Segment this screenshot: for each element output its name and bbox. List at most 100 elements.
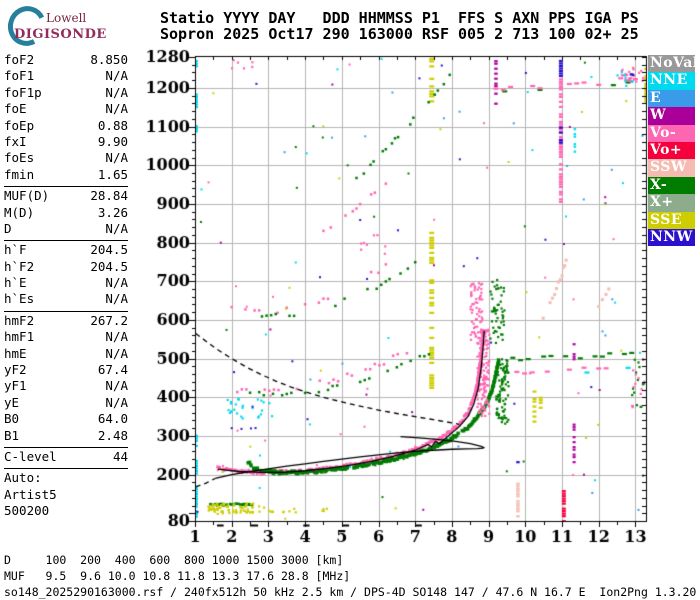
- param-divider: [4, 446, 128, 448]
- autoscaling-text: Auto:: [4, 470, 42, 486]
- param-row-hes: h`Es N/A: [4, 291, 128, 307]
- param-value: 67.4: [97, 362, 128, 378]
- autoscaling-info-line: 500200: [4, 503, 128, 519]
- param-divider: [4, 310, 128, 312]
- param-row-ye: yE N/A: [4, 395, 128, 411]
- param-label: MUF(D): [4, 188, 50, 204]
- autoscaling-text: 500200: [4, 503, 50, 519]
- param-label: D: [4, 220, 12, 236]
- param-label: hmF2: [4, 312, 35, 328]
- param-row-yf2: yF2 67.4: [4, 362, 128, 378]
- legend-item-e: E: [648, 89, 695, 108]
- muf-table: D 100 200 400 600 800 1000 1500 3000 [km…: [4, 553, 350, 584]
- digisonde-crescent-icon: [2, 1, 52, 51]
- param-label: B1: [4, 427, 20, 443]
- param-row-foep: foEp 0.88: [4, 118, 128, 134]
- param-divider: [4, 186, 128, 188]
- param-row-hmf1: hmF1 N/A: [4, 329, 128, 345]
- param-label: fxI: [4, 133, 27, 149]
- param-row-fof2: foF2 8.850: [4, 52, 128, 68]
- distance-row: D 100 200 400 600 800 1000 1500 3000 [km…: [4, 553, 344, 567]
- param-row-yf1: yF1 N/A: [4, 378, 128, 394]
- param-label: fmin: [4, 166, 35, 182]
- param-value: N/A: [105, 291, 128, 307]
- param-value: N/A: [105, 378, 128, 394]
- param-value: 64.0: [97, 411, 128, 427]
- param-label: foF2: [4, 52, 35, 67]
- param-label: foE: [4, 101, 27, 117]
- param-row-fxi: fxI 9.90: [4, 134, 128, 150]
- scaled-parameters-panel: foF2 8.850 foF1 N/A foF1p N/A foE N/A foEp 0.88 fx…: [4, 52, 128, 520]
- param-value: 204.5: [90, 258, 128, 274]
- param-label: foF1p: [4, 84, 42, 100]
- autoscaling-info-line: Artist5: [4, 487, 128, 503]
- param-row-b1: B1 2.48: [4, 428, 128, 444]
- param-label: B0: [4, 411, 20, 427]
- echo-direction-legend: NoVal NNE E W Vo- Vo+ SSW X- X+ SSE NNW: [648, 55, 695, 247]
- param-value: N/A: [105, 394, 128, 410]
- legend-item-sse: SSE: [648, 211, 695, 229]
- legend-item-ssw: SSW: [648, 159, 695, 177]
- param-value: 267.2: [90, 312, 128, 328]
- legend-item-w: W: [648, 107, 695, 125]
- param-row-md: M(D) 3.26: [4, 205, 128, 221]
- param-value: N/A: [105, 101, 128, 117]
- param-row-fof1: foF1 N/A: [4, 68, 128, 84]
- param-label: C-level: [4, 448, 57, 464]
- station-header: Statio YYYY DAY DDD HHMMSS P1 FFS S AXN …: [160, 10, 639, 42]
- param-value: N/A: [105, 345, 128, 361]
- logo-lowell-text: Lowell: [46, 11, 87, 25]
- param-label: foEs: [4, 150, 35, 166]
- param-row-hme: hmE N/A: [4, 346, 128, 362]
- header-values-line: Sopron 2025 Oct17 290 163000 RSF 005 2 7…: [160, 25, 639, 43]
- param-row-fof1p: foF1p N/A: [4, 85, 128, 101]
- param-row-hf2: h`F2 204.5: [4, 259, 128, 275]
- legend-item-x: X-: [648, 176, 695, 195]
- legend-item-nnw: NNW: [648, 228, 695, 247]
- logo-digisonde-text: DIGISONDE: [14, 27, 107, 42]
- param-row-clevel: C-level 44: [4, 449, 128, 465]
- muf-row: MUF 9.5 9.6 10.0 10.8 11.8 13.3 17.6 28.…: [4, 568, 351, 583]
- param-value: 44: [112, 448, 128, 464]
- param-value: 0.88: [97, 117, 128, 133]
- param-value: N/A: [105, 84, 128, 100]
- param-label: yE: [4, 394, 20, 410]
- param-label: h`F2: [4, 258, 35, 274]
- legend-item-noval: NoVal: [648, 55, 695, 73]
- legend-item-x: X+: [648, 194, 695, 212]
- param-value: N/A: [105, 275, 128, 291]
- legend-item-nne: NNE: [648, 72, 695, 90]
- param-value: 1.65: [97, 166, 128, 182]
- param-value: N/A: [105, 150, 128, 166]
- param-value: 28.84: [90, 188, 128, 204]
- lowell-digisonde-logo: Lowell DIGISONDE: [2, 1, 156, 51]
- param-value: 2.48: [97, 427, 128, 443]
- param-value: N/A: [105, 220, 128, 236]
- autoscaling-info-line: Auto:: [4, 470, 128, 486]
- param-label: M(D): [4, 204, 35, 220]
- param-label: hmF1: [4, 329, 35, 345]
- param-label: yF2: [4, 362, 27, 378]
- param-label: h`Es: [4, 291, 35, 307]
- param-row-hf: h`F 204.5: [4, 242, 128, 258]
- file-info-line: so148_2025290163000.rsf / 240fx512h 50 k…: [4, 585, 697, 599]
- header-columns-line: Statio YYYY DAY DDD HHMMSS P1 FFS S AXN …: [160, 9, 639, 27]
- legend-item-vo: Vo-: [648, 124, 695, 142]
- param-row-hmf2: hmF2 267.2: [4, 313, 128, 329]
- param-row-d: D N/A: [4, 221, 128, 237]
- param-label: foF1: [4, 68, 35, 84]
- param-row-b0: B0 64.0: [4, 411, 128, 427]
- param-value: N/A: [105, 329, 128, 345]
- param-value: 204.5: [90, 242, 128, 258]
- legend-item-vo: Vo+: [648, 141, 695, 160]
- param-value: 8.850: [90, 52, 128, 67]
- param-row-he: h`E N/A: [4, 275, 128, 291]
- param-row-foes: foEs N/A: [4, 150, 128, 166]
- param-divider: [4, 240, 128, 242]
- param-label: hmE: [4, 345, 27, 361]
- param-row-foe: foE N/A: [4, 101, 128, 117]
- param-row-fmin: fmin 1.65: [4, 167, 128, 183]
- param-divider: [4, 468, 128, 470]
- param-value: N/A: [105, 68, 128, 84]
